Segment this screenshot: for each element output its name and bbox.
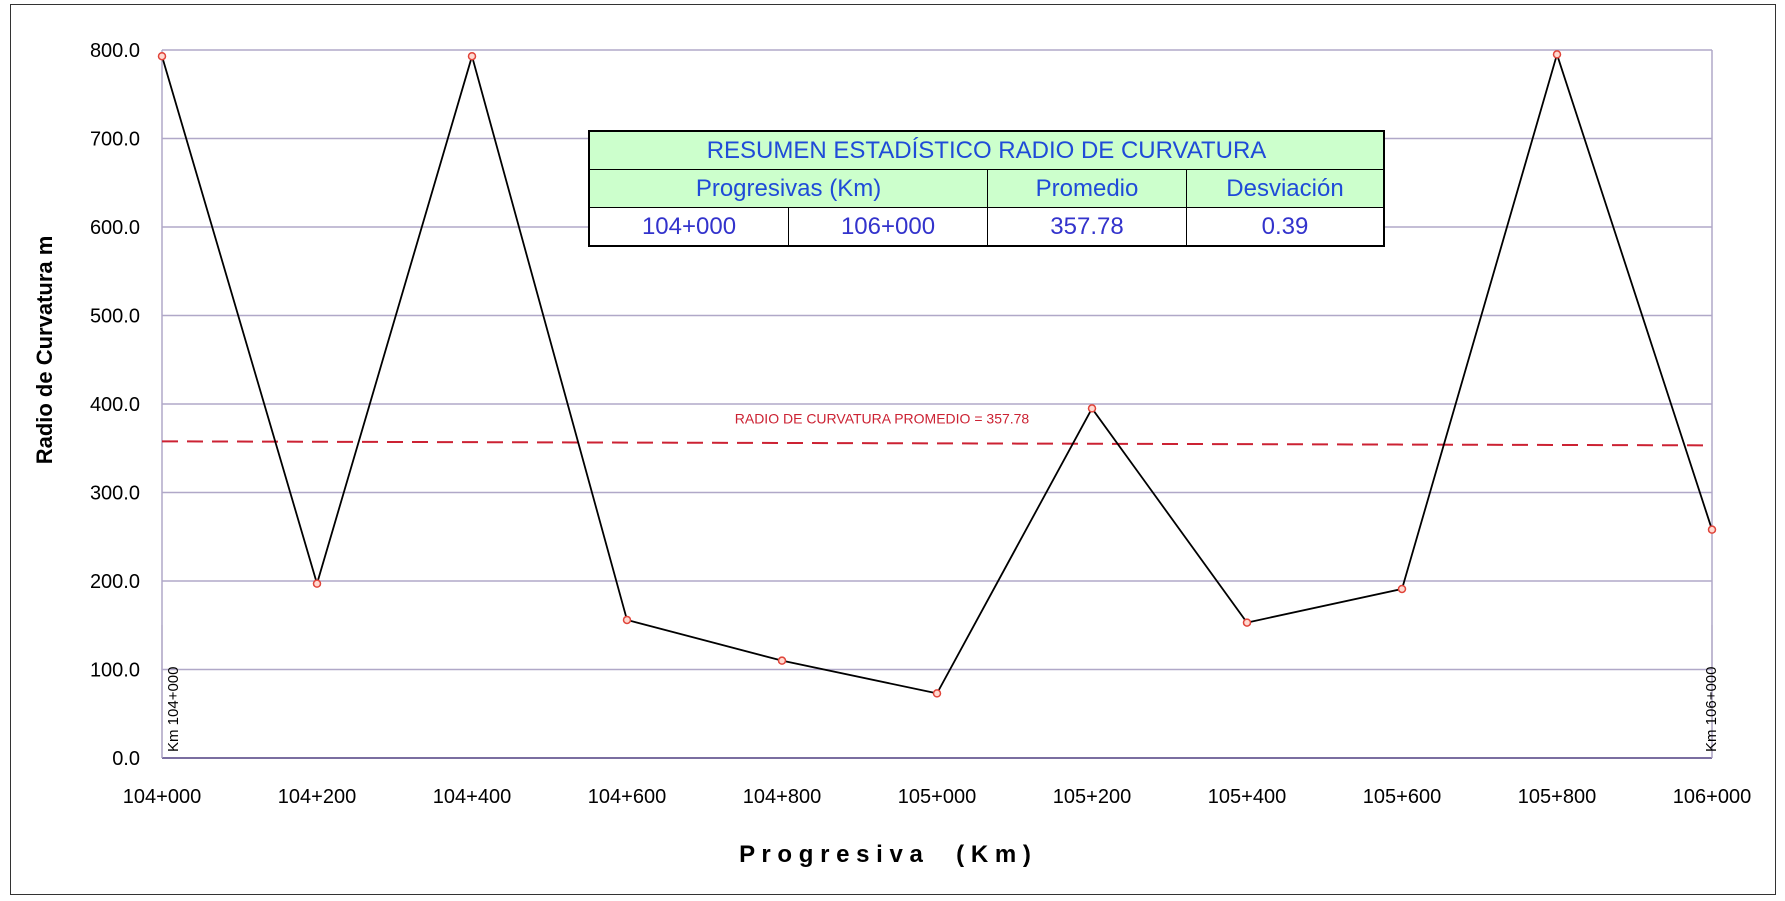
x-tick-label: 104+200 <box>278 786 356 808</box>
chart-frame <box>10 4 1776 895</box>
desviacion-header: Desviación <box>1186 169 1385 208</box>
data-point <box>1707 525 1717 534</box>
data-point <box>1242 618 1252 627</box>
x-tick-label: 104+800 <box>743 786 821 808</box>
y-tick-labels: 0.0 100.0 200.0 300.0 400.0 500.0 600.0 700.0 80… <box>90 40 140 770</box>
series-points <box>157 50 1717 698</box>
promedio-header: Promedio <box>987 169 1187 208</box>
mean-line-group: RADIO DE CURVATURA PROMEDIO = 357.78 <box>161 410 1713 447</box>
km-markers: Km 104+000 Km 106+000 <box>161 625 1720 758</box>
progresiva-end: 106+000 <box>788 207 988 247</box>
y-axis-title: Radio de Curvatura m <box>32 236 57 465</box>
y-tick-label: 800.0 <box>90 40 140 62</box>
y-tick-label: 600.0 <box>90 217 140 239</box>
data-point <box>1397 584 1407 594</box>
x-tick-label: 104+000 <box>123 786 201 808</box>
x-tick-label: 105+400 <box>1208 786 1286 808</box>
y-tick-label: 700.0 <box>90 129 140 151</box>
data-point <box>467 51 477 61</box>
promedio-value: 357.78 <box>987 207 1187 247</box>
data-point <box>777 656 787 665</box>
y-tick-label: 200.0 <box>90 571 140 593</box>
x-tick-label: 105+800 <box>1518 786 1596 808</box>
x-tick-labels: 104+000 104+200 104+400 104+600 104+800 105+0… <box>123 786 1751 808</box>
mean-line-label: RADIO DE CURVATURA PROMEDIO = 357.78 <box>735 410 1030 426</box>
x-tick-label: 104+600 <box>588 786 666 808</box>
grid <box>162 49 1712 671</box>
data-point <box>622 615 632 625</box>
y-tick-label: 100.0 <box>90 660 140 682</box>
summary-title: RESUMEN ESTADÍSTICO RADIO DE CURVATURA <box>588 130 1385 170</box>
x-tick-label: 105+200 <box>1053 786 1131 808</box>
y-tick-label: 400.0 <box>90 394 140 416</box>
data-point <box>932 689 942 698</box>
mean-line <box>161 440 1713 447</box>
data-point <box>1087 404 1097 413</box>
y-tick-label: 300.0 <box>90 483 140 505</box>
x-axis-title: P r o g r e s i v a ( K m ) <box>739 841 1031 868</box>
progresiva-start: 104+000 <box>588 207 789 247</box>
x-tick-label: 105+000 <box>898 786 976 808</box>
data-point <box>312 579 322 588</box>
summary-table: RESUMEN ESTADÍSTICO RADIO DE CURVATURA P… <box>588 130 1385 247</box>
data-point <box>1552 50 1562 59</box>
x-tick-label: 106+000 <box>1673 786 1751 808</box>
x-tick-label: 105+600 <box>1363 786 1441 808</box>
desviacion-value: 0.39 <box>1186 207 1385 247</box>
data-point <box>157 51 167 61</box>
progresivas-header: Progresivas (Km) <box>588 169 988 208</box>
x-tick-label: 104+400 <box>433 786 511 808</box>
km-marker-label: Km 104+000 <box>165 667 182 752</box>
y-tick-label: 500.0 <box>90 306 140 328</box>
y-tick-label: 0.0 <box>112 748 140 770</box>
km-marker-label: Km 106+000 <box>1703 667 1720 752</box>
